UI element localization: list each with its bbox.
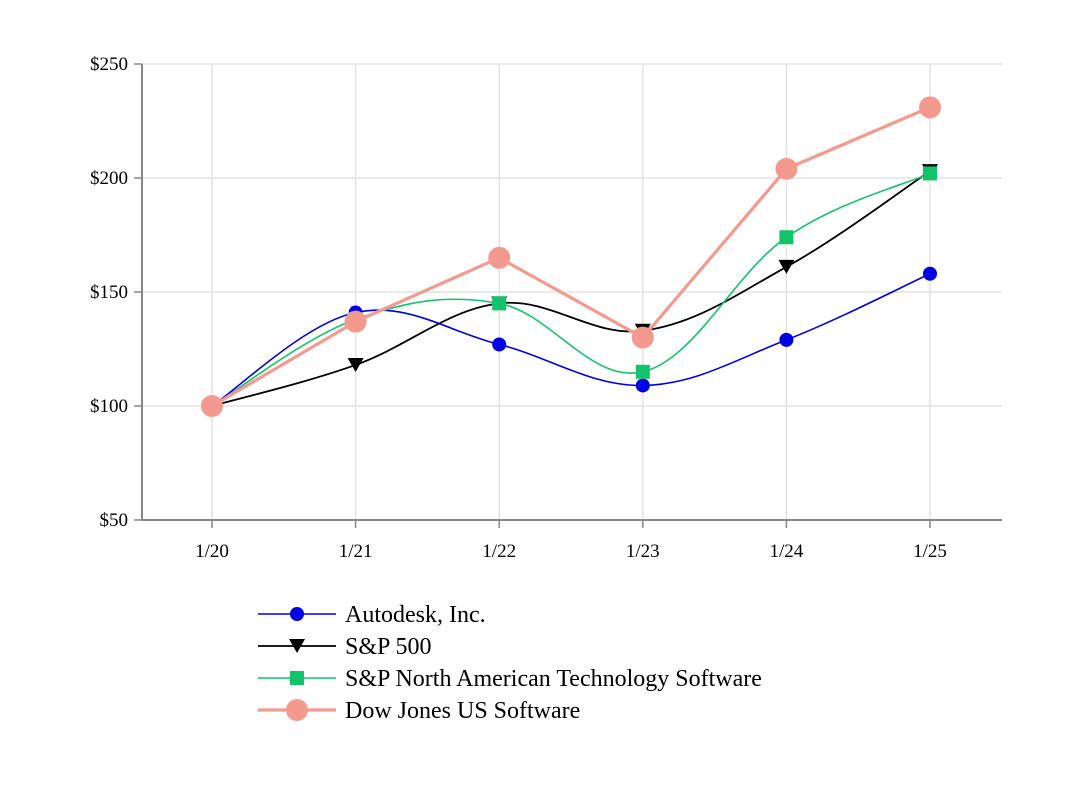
y-tick-label: $200 (90, 168, 128, 189)
y-axis-ticks: $50 $100 $150 $200 $250 (90, 54, 142, 531)
data-point (635, 364, 650, 379)
data-point (779, 230, 794, 245)
data-point (778, 259, 795, 274)
x-tick-label: 1/21 (339, 541, 373, 562)
data-point (923, 166, 937, 181)
y-tick-label: $150 (90, 282, 128, 303)
data-point (344, 310, 367, 333)
x-tick-label: 1/23 (626, 541, 660, 562)
series-line (211, 105, 931, 408)
x-axis-ticks: 1/20 1/21 1/22 1/23 1/24 1/25 (195, 520, 947, 562)
data-point (779, 332, 794, 347)
series-autodesk-inc (205, 266, 937, 413)
legend-marker (290, 671, 304, 685)
series-sandp-500 (204, 164, 938, 413)
legend-item: Dow Jones US Software (258, 698, 580, 724)
data-point (492, 296, 507, 311)
series-group (201, 96, 941, 417)
data-point (919, 96, 941, 119)
y-tick-label: $100 (90, 396, 128, 417)
legend-marker (289, 639, 305, 653)
data-point (631, 326, 654, 349)
series-sandp-north-american-technology-software (205, 166, 937, 413)
legend-item: Autodesk, Inc. (258, 602, 486, 628)
legend-item: S&P North American Technology Software (258, 666, 762, 692)
legend-label: S&P 500 (345, 634, 431, 660)
legend-marker (290, 607, 304, 621)
y-tick-label: $50 (100, 510, 129, 531)
series-line (211, 273, 931, 407)
legend-label: Autodesk, Inc. (345, 602, 486, 628)
data-point (201, 395, 223, 417)
legend-marker (286, 699, 308, 721)
x-tick-label: 1/24 (770, 541, 804, 562)
y-tick-label: $250 (90, 54, 128, 75)
series-line (211, 172, 931, 407)
legend-label: Dow Jones US Software (345, 698, 580, 724)
data-point (488, 246, 511, 269)
legend-item: S&P 500 (258, 634, 431, 660)
gridlines (142, 63, 1002, 520)
data-point (775, 157, 798, 180)
x-tick-label: 1/20 (195, 541, 229, 562)
series-line (211, 170, 931, 407)
data-point (347, 357, 364, 372)
series-dow-jones-us-software (201, 96, 941, 417)
legend: Autodesk, Inc. S&P 500 S&P North American … (258, 602, 762, 724)
data-point (923, 266, 937, 281)
legend-label: S&P North American Technology Software (345, 666, 762, 692)
data-point (635, 378, 650, 393)
x-tick-label: 1/22 (482, 541, 516, 562)
data-point (492, 337, 507, 352)
x-tick-label: 1/25 (913, 541, 947, 562)
